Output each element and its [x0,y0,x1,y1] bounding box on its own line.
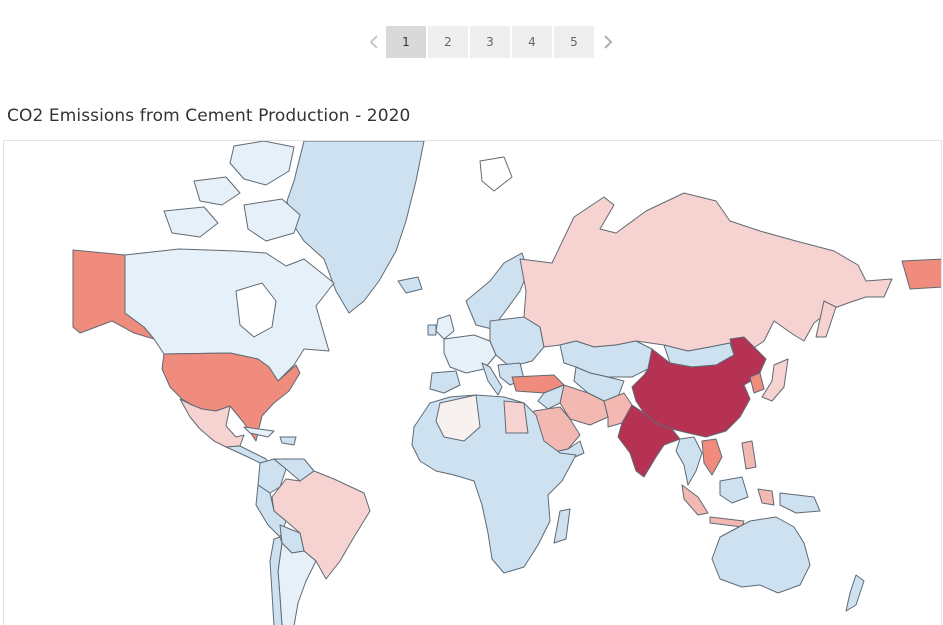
region-hispaniola[interactable] [279,436,297,446]
region-mexico[interactable] [179,398,245,448]
region-java[interactable] [709,516,745,528]
region-north-africa[interactable] [435,394,481,442]
region-iceland[interactable] [397,276,423,294]
page-3-button[interactable]: 3 [470,26,510,58]
region-madagascar[interactable] [553,508,571,544]
region-canada[interactable] [124,248,335,382]
region-china[interactable] [631,336,767,438]
region-arctic-islands-2[interactable] [193,176,241,206]
region-chile[interactable] [269,536,283,625]
region-japan[interactable] [761,358,789,402]
region-svalbard [479,156,513,192]
region-myanmar-thailand[interactable] [675,436,703,486]
region-new-guinea[interactable] [779,492,821,514]
region-kazakhstan[interactable] [559,340,653,378]
region-cuba[interactable] [243,426,275,438]
region-russia[interactable] [519,192,893,352]
region-arctic-islands-1[interactable] [229,141,295,186]
region-sumatra[interactable] [681,484,709,516]
region-iran[interactable] [559,384,609,426]
page-1-button[interactable]: 1 [386,26,426,58]
region-africa[interactable] [411,394,577,574]
world-map-svg [72,141,942,625]
chevron-left-icon [369,35,378,49]
map-title: CO2 Emissions from Cement Production - 2… [7,106,411,126]
next-page-button[interactable] [596,26,620,58]
page-5-button[interactable]: 5 [554,26,594,58]
region-philippines[interactable] [741,440,757,470]
region-korea[interactable] [749,372,765,394]
page-4-button[interactable]: 4 [512,26,552,58]
region-hudson-bay [235,282,277,338]
region-new-zealand[interactable] [845,574,865,612]
page-2-button[interactable]: 2 [428,26,468,58]
region-india[interactable] [617,404,681,478]
region-arctic-islands-4[interactable] [163,206,219,238]
region-egypt[interactable] [503,400,529,434]
region-kamchatka[interactable] [815,300,837,338]
choropleth-map[interactable] [3,140,942,625]
region-sulawesi-png[interactable] [757,488,775,506]
region-italy[interactable] [481,362,503,396]
region-iraq-syria[interactable] [537,384,565,410]
region-ireland[interactable] [427,324,437,336]
region-australia[interactable] [711,516,811,594]
region-vietnam[interactable] [701,438,723,476]
region-iberia[interactable] [429,370,461,394]
chevron-right-icon [604,35,613,49]
region-borneo[interactable] [719,476,749,504]
region-uk[interactable] [435,314,455,340]
region-arctic-islands-3[interactable] [243,198,301,242]
region-far-east-fragment[interactable] [901,258,942,290]
pagination: 1 2 3 4 5 [362,26,620,58]
prev-page-button[interactable] [362,26,386,58]
